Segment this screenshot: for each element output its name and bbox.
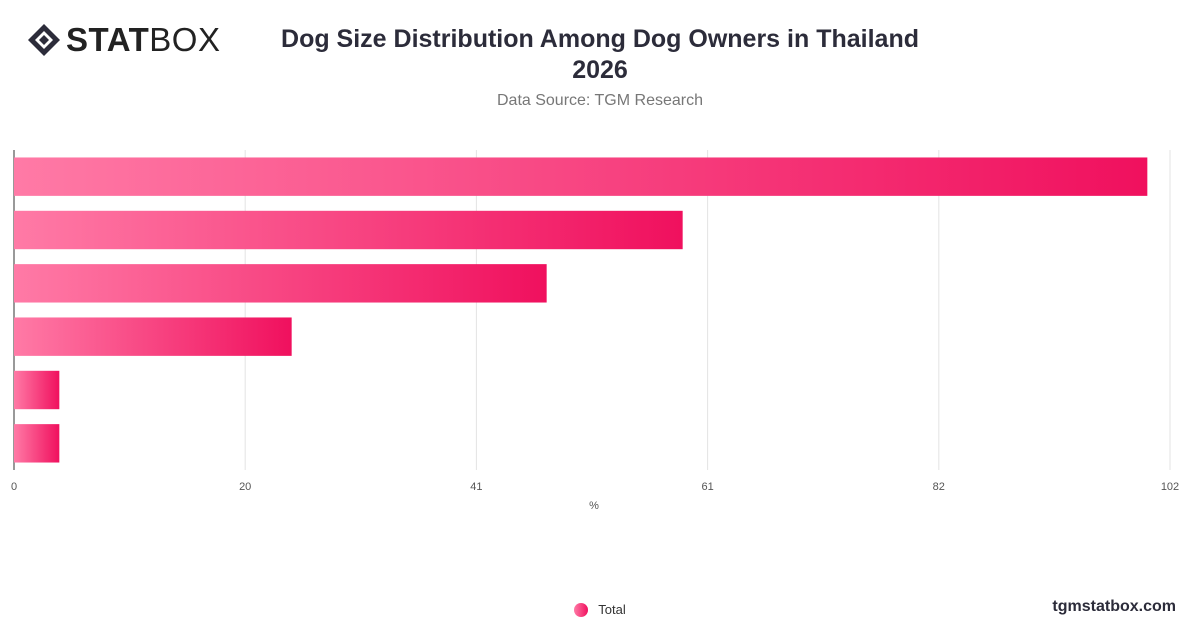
bar-1[interactable]	[14, 157, 1148, 196]
diamond-logo-icon	[28, 24, 60, 56]
x-tick-label: 82	[933, 481, 945, 493]
bar-2[interactable]	[14, 210, 683, 250]
bar-5[interactable]	[14, 370, 60, 410]
bar-6[interactable]	[14, 424, 60, 463]
x-tick-label: 61	[701, 481, 713, 493]
x-axis-label: %	[589, 500, 599, 512]
bar-4[interactable]	[14, 317, 292, 356]
grid-lines	[13, 150, 1171, 470]
chart-title: Dog Size Distribution Among Dog Owners i…	[250, 24, 950, 86]
bar-3[interactable]	[14, 264, 547, 303]
chart-title-line2: 2026	[572, 56, 628, 84]
bars	[14, 157, 1148, 463]
legend-marker	[574, 602, 589, 617]
legend[interactable]: Total	[0, 602, 1200, 617]
statbox-logo: STATBOX	[26, 22, 220, 58]
x-tick-label: 20	[239, 481, 251, 493]
x-tick-label: 0	[11, 481, 17, 493]
chart-title-line1: Dog Size Distribution Among Dog Owners i…	[281, 25, 919, 53]
x-tick-label: 41	[470, 481, 482, 493]
logo-wordmark: STATBOX	[66, 21, 221, 58]
x-tick-label: 102	[1161, 481, 1179, 493]
legend-label-total: Total	[598, 602, 626, 617]
site-url: tgmstatbox.com	[1052, 598, 1176, 615]
chart-subtitle: Data Source: TGM Research	[496, 92, 703, 109]
x-tick-labels: 0 20 41 61 82 102	[11, 481, 1179, 493]
